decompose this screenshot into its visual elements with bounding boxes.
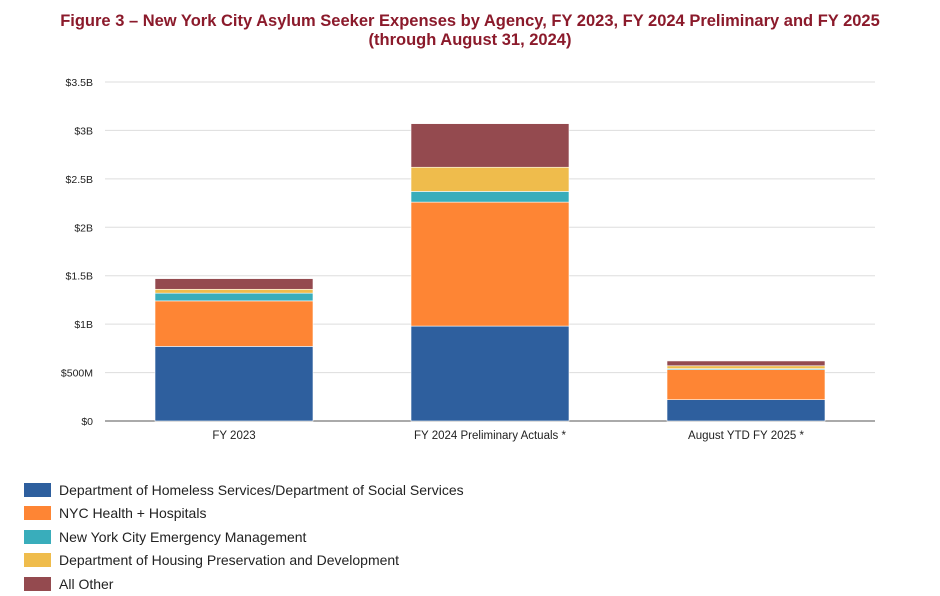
bar-segment [410,191,570,203]
y-tick-label: $3.5B [66,77,93,89]
y-tick-label: $0 [81,416,93,428]
legend-swatch [24,576,51,591]
legend-item: New York City Emergency Management [24,525,464,549]
legend-item: Department of Homeless Services/Departme… [24,478,464,502]
legend-swatch [24,506,51,521]
stacked-bar-chart: $0$500M$1B$1.5B$2B$2.5B$3B$3.5B FY 2023 F… [61,77,875,442]
legend-item: Department of Housing Preservation and D… [24,549,464,573]
chart-title-line-1: Figure 3 – New York City Asylum Seeker E… [60,12,880,30]
bar-segment [410,166,570,192]
bar-stack [154,278,314,422]
bar-segment [410,201,570,327]
x-category-label: FY 2024 Preliminary Actuals * [414,430,566,442]
y-tick-label: $1.5B [66,271,93,283]
legend-item: NYC Health + Hospitals [24,502,464,526]
legend-swatch [24,529,51,544]
bar-segment [154,300,314,347]
y-tick-label: $1B [74,319,93,331]
legend-label: All Other [59,575,114,592]
y-tick-label: $2B [74,222,93,234]
legend-swatch [24,482,51,497]
bar-segment [154,288,314,294]
y-tick-label: $2.5B [66,174,93,186]
y-tick-label: $500M [61,368,93,380]
y-tick-label: $3B [74,125,93,137]
chart-title-line-2: (through August 31, 2024) [368,31,572,49]
x-category-label: FY 2023 [212,430,255,442]
bar-stack [666,360,826,422]
bars [154,123,826,422]
legend-label: Department of Housing Preservation and D… [59,552,400,569]
bar-segment [154,292,314,302]
legend-label: Department of Homeless Services/Departme… [59,481,464,498]
x-category-label: August YTD FY 2025 * [688,430,804,442]
bar-segment [410,325,570,422]
bar-segment [154,278,314,290]
bar-segment [666,399,826,422]
chart-title: Figure 3 – New York City Asylum Seeker E… [0,12,940,50]
bar-segment [666,365,826,369]
legend-item: All Other [24,572,464,596]
y-axis: $0 $500M $1B $1.5B $2B $2.5B $3B $3.5B [61,77,93,428]
bar-segment [666,360,826,367]
bar-segment [666,369,826,400]
bar-segment [154,346,314,422]
legend-label: New York City Emergency Management [59,528,307,545]
legend-label: NYC Health + Hospitals [59,505,207,522]
legend-swatch [24,553,51,568]
bar-segment [410,123,570,168]
bar-stack [410,123,570,422]
x-axis: FY 2023 FY 2024 Preliminary Actuals * Augu… [212,430,804,442]
legend: Department of Homeless Services/Departme… [24,478,464,596]
